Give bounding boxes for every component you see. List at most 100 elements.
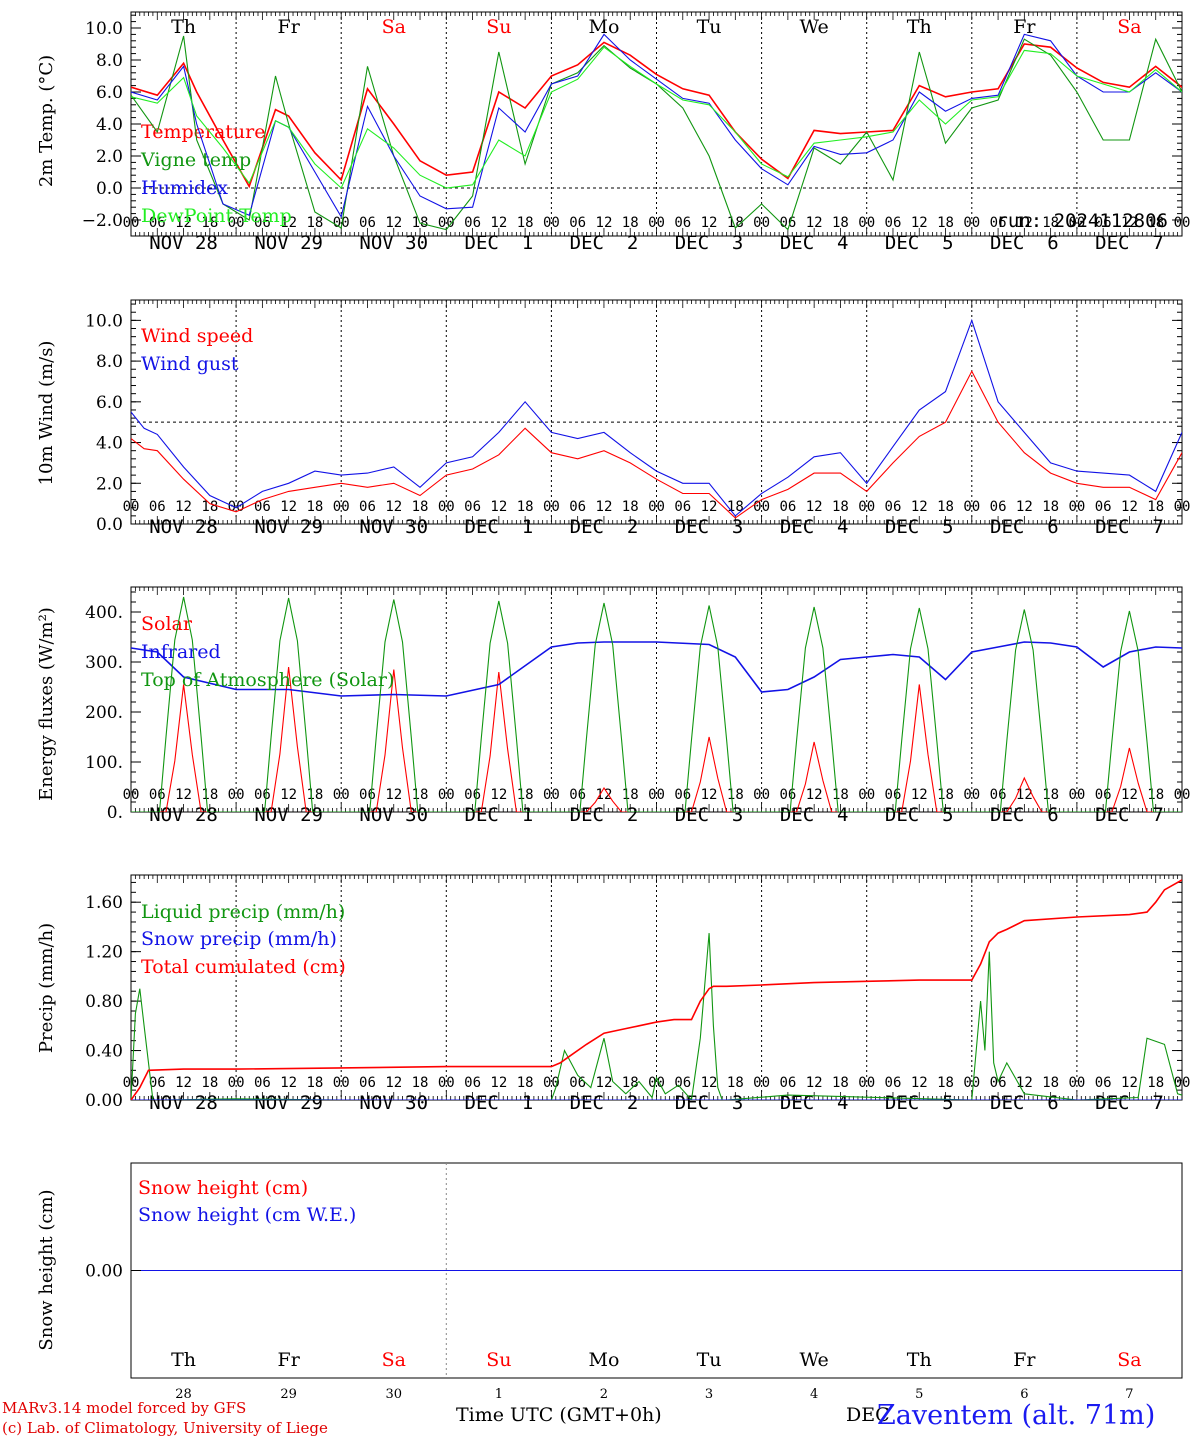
hour-tick-label: 18 [201,1075,218,1091]
hour-tick-label: 12 [701,499,718,515]
hour-tick-label: 06 [254,787,271,803]
hour-tick-label: 12 [385,1075,402,1091]
hour-tick-label: 06 [1095,787,1112,803]
y-tick-label: 300. [85,653,123,673]
hour-tick-label: 06 [149,499,166,515]
legend-entry: Vigne temp [140,149,251,171]
hour-tick-label: 06 [569,499,586,515]
hour-tick-label: 00 [963,499,980,515]
hour-tick-label: 18 [201,499,218,515]
hour-tick-label: 18 [1042,215,1059,231]
hour-tick-label: 06 [779,215,796,231]
y-tick-label: 0.0 [96,515,123,535]
hour-tick-label: 00 [858,1075,875,1091]
hour-tick-label: 12 [806,499,823,515]
y-tick-label: 0.00 [85,1262,123,1282]
hour-tick-label: 00 [648,787,665,803]
hour-tick-label: 18 [1147,1075,1164,1091]
y-tick-label: 1.20 [85,943,123,963]
hour-tick-label: 06 [359,1075,376,1091]
date-label: NOV 30 [359,232,428,254]
hour-tick-label: 12 [280,215,297,231]
hour-tick-label: 00 [438,1075,455,1091]
hour-tick-label: 00 [753,787,770,803]
hour-tick-label: 18 [201,787,218,803]
hour-tick-label: 00 [228,499,245,515]
hour-tick-label: 12 [911,1075,928,1091]
hour-tick-label: 18 [412,499,429,515]
hour-tick-label: 00 [753,1075,770,1091]
hour-tick-label: 18 [306,215,323,231]
series-line-liquid-precip-mm-h- [131,933,1182,1100]
hour-tick-label: 12 [596,787,613,803]
date-label: NOV 29 [254,232,323,254]
hour-tick-label: 06 [359,499,376,515]
hour-tick-label: 00 [648,499,665,515]
weekday-label: Fr [278,1349,301,1371]
date-label: DEC 2 [570,232,639,254]
hour-tick-label: 00 [963,1075,980,1091]
y-tick-label: 2.0 [96,474,123,494]
y-tick-label: 6.0 [96,393,123,413]
weekday-label: Tu [697,1349,722,1371]
hour-tick-label: 06 [464,787,481,803]
hour-tick-label: 18 [1042,1075,1059,1091]
hour-tick-label: 18 [937,215,954,231]
hour-tick-label: 06 [569,1075,586,1091]
run-label: run: 2024112806 [996,210,1168,232]
hour-tick-label: 06 [359,215,376,231]
date-label: DEC 2 [570,804,639,826]
y-tick-label: 0.00 [85,1091,123,1111]
legend-entry: Wind gust [141,353,239,375]
hour-tick-label: 06 [1095,499,1112,515]
day-number-label: 7 [1125,1387,1133,1402]
hour-tick-label: 12 [175,787,192,803]
hour-tick-label: 12 [175,499,192,515]
y-tick-label: 100. [85,753,123,773]
hour-tick-label: 18 [832,1075,849,1091]
legend-entry: Wind speed [141,325,253,347]
hour-tick-label: 00 [1174,499,1191,515]
hour-tick-label: 18 [1147,215,1164,231]
date-label: DEC 5 [885,1092,954,1114]
hour-tick-label: 06 [464,499,481,515]
weekday-label: Su [486,1349,511,1371]
date-label: DEC 2 [570,516,639,538]
legend-entry: Snow height (cm) [138,1177,308,1199]
day-number-label: 29 [280,1387,297,1402]
hour-tick-label: 06 [885,499,902,515]
day-number-label: 28 [175,1387,192,1402]
date-label: DEC 1 [465,1092,534,1114]
station-title: Zaventem (alt. 71m) [877,1400,1156,1431]
series-line-wind-speed [131,370,1182,519]
day-number-label: 2 [600,1387,608,1402]
hour-tick-label: 12 [1016,215,1033,231]
date-label: NOV 29 [254,516,323,538]
hour-tick-label: 12 [1121,499,1138,515]
legend-entry: Liquid precip (mm/h) [141,901,345,923]
series-line-dewpoint-temp [131,46,1182,189]
date-label: DEC 6 [990,804,1059,826]
hour-tick-label: 12 [701,215,718,231]
hour-tick-label: 06 [464,215,481,231]
hour-tick-label: 06 [254,215,271,231]
hour-tick-label: 00 [228,1075,245,1091]
hour-tick-label: 00 [1068,787,1085,803]
hour-tick-label: 00 [333,215,350,231]
weekday-label: Sa [382,1349,406,1371]
hour-tick-label: 06 [990,1075,1007,1091]
series-line-infrared [131,641,1182,697]
hour-tick-label: 12 [701,787,718,803]
weekday-label: Mo [588,1349,619,1371]
hour-tick-label: 06 [779,499,796,515]
lab-credit: (c) Lab. of Climatology, University of L… [2,1419,328,1437]
hour-tick-label: 12 [490,499,507,515]
hour-tick-label: 12 [175,1075,192,1091]
hour-tick-label: 18 [727,787,744,803]
hour-tick-label: 18 [1147,787,1164,803]
day-number-label: 30 [385,1387,402,1402]
hour-tick-label: 12 [806,1075,823,1091]
hour-tick-label: 18 [727,215,744,231]
hour-tick-label: 00 [438,787,455,803]
date-label: DEC 5 [885,232,954,254]
